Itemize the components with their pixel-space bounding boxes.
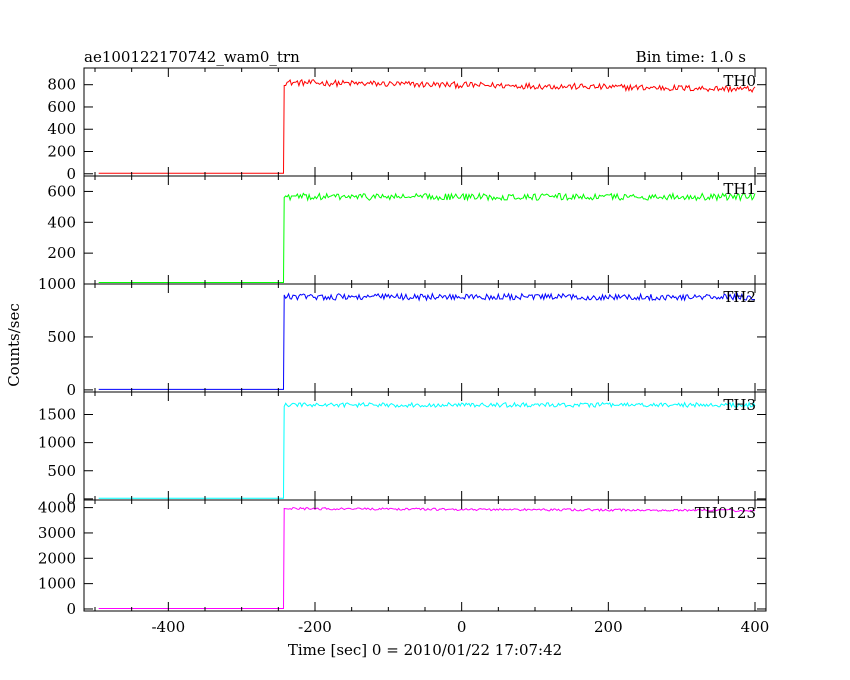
y-tick-label: 0: [66, 600, 76, 618]
y-tick-label: 4000: [38, 499, 76, 517]
y-tick-label: 600: [47, 98, 76, 116]
channel-label-th1: TH1: [723, 180, 756, 198]
y-tick-label: 0: [66, 490, 76, 508]
y-tick-label: 2000: [38, 549, 76, 567]
y-tick-label: 0: [66, 381, 76, 399]
panel-frame-th0: [83, 67, 767, 177]
chart-title: ae100122170742_wam0_trn: [84, 48, 300, 66]
x-tick-label: -200: [298, 618, 332, 636]
panel-frame-th0123: [83, 499, 767, 612]
x-tick-label: -400: [151, 618, 185, 636]
y-tick-label: 400: [47, 213, 76, 231]
y-tick-label: 3000: [38, 524, 76, 542]
y-tick-label: 1000: [38, 275, 76, 293]
y-axis-label: Counts/sec: [5, 303, 23, 387]
channel-label-th0123: TH0123: [695, 504, 756, 522]
series-line-th0: [98, 78, 756, 174]
y-tick-label: 1000: [38, 575, 76, 593]
series-line-th1: [98, 191, 756, 283]
y-tick-label: 200: [47, 143, 76, 161]
bin-time-label: Bin time: 1.0 s: [636, 48, 746, 66]
y-tick-label: 400: [47, 120, 76, 138]
series-line-th3: [98, 401, 756, 499]
y-tick-label: 1500: [38, 406, 76, 424]
panel-frame-th1: [83, 175, 767, 285]
y-tick-label: 1000: [38, 434, 76, 452]
panel-frame-th3: [83, 391, 767, 501]
y-tick-label: 600: [47, 182, 76, 200]
x-tick-label: 200: [594, 618, 623, 636]
y-tick-label: 500: [47, 462, 76, 480]
y-tick-label: 0: [66, 165, 76, 183]
panel-frame-th2: [83, 283, 767, 393]
x-tick-label: 0: [457, 618, 467, 636]
x-axis-label: Time [sec] 0 = 2010/01/22 17:07:42: [288, 641, 562, 659]
series-line-th0123: [98, 506, 756, 609]
y-tick-label: 200: [47, 244, 76, 262]
channel-label-th2: TH2: [723, 288, 756, 306]
channel-label-th0: TH0: [723, 72, 756, 90]
y-tick-label: 800: [47, 76, 76, 94]
y-tick-label: 500: [47, 328, 76, 346]
series-line-th2: [98, 292, 756, 390]
panels-group: 0 200 400 600 800 TH0 200 400 600 TH1 0 500 1000 TH2 0…: [38, 67, 770, 636]
channel-label-th3: TH3: [723, 396, 756, 414]
x-tick-label: 400: [741, 618, 770, 636]
